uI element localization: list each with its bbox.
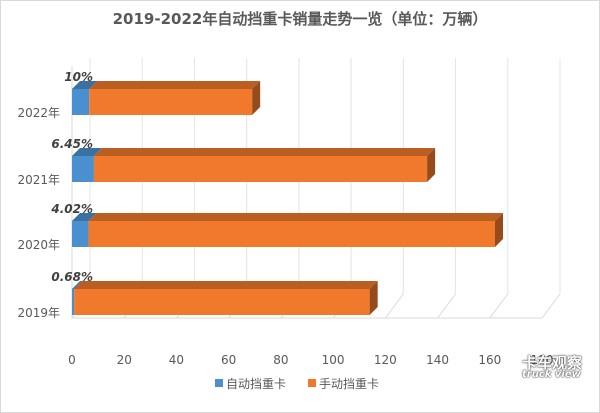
legend-swatch-1: [308, 379, 316, 387]
bar-1-0: [89, 89, 253, 115]
bar-side-1-3: [369, 281, 378, 315]
bar-1-2: [88, 221, 495, 247]
data-label-2: 4.02%: [50, 202, 93, 216]
y-tick-label-2: 2020年: [17, 238, 60, 252]
bar-0-0: [72, 89, 90, 115]
legend-label-0: 自动挡重卡: [226, 377, 286, 391]
gridline-floor-6: [384, 293, 404, 319]
bar-1-3: [74, 289, 370, 315]
y-tick-label-1: 2021年: [17, 173, 60, 187]
bar-top-0-2: [72, 213, 97, 221]
bar-0-3: [72, 289, 75, 315]
y-tick-label-3: 2019年: [17, 306, 60, 320]
gridline-floor-9: [541, 293, 561, 319]
x-tick-label-4: 80: [273, 353, 288, 367]
watermark-logo-text: 卡车观察: [522, 354, 583, 372]
bar-side-1-1: [427, 148, 436, 182]
bar-side-1-2: [495, 213, 503, 247]
x-tick-label-3: 60: [221, 353, 236, 367]
x-tick-label-8: 160: [478, 353, 501, 367]
data-label-3: 0.68%: [51, 270, 93, 284]
x-tick-label-2: 40: [169, 353, 184, 367]
bar-top-0-0: [72, 81, 98, 89]
bar-top-0-1: [72, 148, 102, 156]
chart-title: 2019-2022年自动挡重卡销量走势一览（单位：万辆）: [112, 10, 488, 28]
x-tick-label-9: 180: [531, 353, 554, 367]
gridline-floor-7: [437, 293, 456, 319]
bar-top-1-0: [89, 81, 261, 89]
watermark-logo-subtext: truck view: [522, 369, 581, 380]
data-label-0: 10%: [64, 70, 93, 84]
bar-top-0-3: [72, 281, 83, 289]
bar-top-1-2: [88, 213, 503, 221]
x-tick-label-5: 100: [322, 353, 345, 367]
bar-0-1: [72, 156, 94, 182]
bar-0-2: [72, 221, 89, 247]
legend-swatch-0: [215, 379, 223, 387]
legend-label-1: 手动挡重卡: [319, 377, 379, 391]
bar-top-1-1: [93, 148, 436, 156]
bar-top-1-3: [74, 281, 378, 289]
x-tick-label-1: 20: [117, 353, 132, 367]
gridline-floor-8: [489, 293, 509, 319]
x-tick-label-6: 120: [374, 353, 397, 367]
x-tick-label-7: 140: [426, 353, 449, 367]
data-label-1: 6.45%: [51, 137, 93, 151]
y-tick-label-0: 2022年: [17, 106, 60, 120]
bar-side-1-0: [252, 81, 261, 115]
bar-1-1: [93, 156, 428, 182]
x-tick-label-0: 0: [68, 353, 76, 367]
